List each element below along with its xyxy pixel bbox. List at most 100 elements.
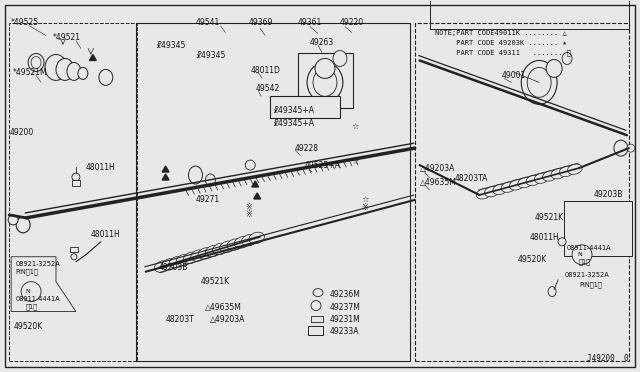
Bar xyxy=(136,23,410,361)
Ellipse shape xyxy=(245,160,255,170)
Ellipse shape xyxy=(493,184,508,195)
Text: △49203A: △49203A xyxy=(211,315,246,324)
Ellipse shape xyxy=(205,246,221,257)
Ellipse shape xyxy=(56,58,74,80)
Polygon shape xyxy=(11,257,76,311)
Text: （1）: （1） xyxy=(26,303,38,310)
Ellipse shape xyxy=(501,182,516,192)
Ellipse shape xyxy=(627,144,635,152)
Text: 49220: 49220 xyxy=(340,18,364,27)
Ellipse shape xyxy=(551,169,566,179)
Ellipse shape xyxy=(546,60,562,77)
Ellipse shape xyxy=(311,301,321,311)
Text: △49203A: △49203A xyxy=(420,164,455,173)
Ellipse shape xyxy=(518,177,532,188)
Text: ☧49345: ☧49345 xyxy=(195,51,226,60)
Text: 49203B: 49203B xyxy=(159,263,188,272)
Text: △49635M: △49635M xyxy=(420,177,456,186)
Ellipse shape xyxy=(534,173,549,183)
Text: ☆: ☆ xyxy=(361,195,369,205)
Ellipse shape xyxy=(72,173,80,181)
Ellipse shape xyxy=(307,62,343,102)
Bar xyxy=(270,96,340,118)
Text: 49237M: 49237M xyxy=(330,303,361,312)
Ellipse shape xyxy=(189,166,202,184)
Text: 08911-4441A: 08911-4441A xyxy=(567,245,612,251)
Ellipse shape xyxy=(313,289,323,296)
Ellipse shape xyxy=(543,171,557,181)
Ellipse shape xyxy=(568,164,582,174)
Text: 49233A: 49233A xyxy=(330,327,360,336)
Ellipse shape xyxy=(71,254,77,260)
Ellipse shape xyxy=(234,237,250,248)
Ellipse shape xyxy=(176,254,192,266)
Text: 48011H: 48011H xyxy=(529,233,559,242)
Bar xyxy=(311,315,323,323)
Text: 48203TA: 48203TA xyxy=(454,173,488,183)
Text: 49525+A: 49525+A xyxy=(305,161,341,170)
Text: N: N xyxy=(578,252,582,257)
Text: 49263: 49263 xyxy=(310,38,334,47)
Ellipse shape xyxy=(614,140,628,156)
Ellipse shape xyxy=(78,67,88,79)
Ellipse shape xyxy=(99,70,113,86)
Ellipse shape xyxy=(8,215,18,225)
Text: PART CODE 49203K ....... ★: PART CODE 49203K ....... ★ xyxy=(435,39,566,45)
Text: 08921-3252A: 08921-3252A xyxy=(15,261,60,267)
Text: 08921-3252A: 08921-3252A xyxy=(565,272,610,278)
Ellipse shape xyxy=(241,234,257,246)
Text: 49203B: 49203B xyxy=(594,190,623,199)
Text: PIN（1）: PIN（1） xyxy=(579,281,602,288)
Ellipse shape xyxy=(558,238,566,246)
Text: ☧49345: ☧49345 xyxy=(156,41,186,50)
Ellipse shape xyxy=(198,248,214,259)
Text: 08911-4441A: 08911-4441A xyxy=(15,296,60,302)
Text: N: N xyxy=(26,289,31,294)
Text: 48011D: 48011D xyxy=(250,66,280,75)
Text: 49271: 49271 xyxy=(195,195,220,205)
Ellipse shape xyxy=(67,62,81,80)
Ellipse shape xyxy=(162,259,177,270)
Text: *49521: *49521 xyxy=(53,33,81,42)
Ellipse shape xyxy=(28,54,44,71)
Bar xyxy=(70,247,78,252)
Ellipse shape xyxy=(249,232,264,244)
Ellipse shape xyxy=(562,52,572,64)
Bar xyxy=(308,327,323,336)
Text: NOTE;PART CODE49011K ........ △: NOTE;PART CODE49011K ........ △ xyxy=(435,30,566,36)
Ellipse shape xyxy=(191,250,206,261)
Text: ☆: ☆ xyxy=(351,158,358,167)
Text: 48203T: 48203T xyxy=(166,315,195,324)
Text: 49200: 49200 xyxy=(9,128,33,137)
Bar xyxy=(415,23,629,361)
Text: ※: ※ xyxy=(362,203,369,212)
Text: 49521K: 49521K xyxy=(534,214,563,222)
Text: ☧49345+A: ☧49345+A xyxy=(272,106,314,115)
Ellipse shape xyxy=(572,245,592,265)
Bar xyxy=(564,201,632,256)
Text: ☧49345+A: ☧49345+A xyxy=(272,119,314,128)
Ellipse shape xyxy=(169,256,184,268)
Text: 49236M: 49236M xyxy=(330,290,361,299)
Text: 48011H: 48011H xyxy=(91,230,120,239)
Ellipse shape xyxy=(521,61,557,104)
Text: 48011H: 48011H xyxy=(86,163,116,171)
Text: 49520K: 49520K xyxy=(517,255,547,264)
Text: 49228: 49228 xyxy=(295,144,319,153)
Text: *49525: *49525 xyxy=(11,18,39,27)
Text: （1）: （1） xyxy=(579,259,591,265)
Text: J49200  0: J49200 0 xyxy=(588,355,629,363)
Ellipse shape xyxy=(212,243,228,255)
Text: PART CODE 49311   ....... ※: PART CODE 49311 ....... ※ xyxy=(435,49,571,56)
Text: PIN（1）: PIN（1） xyxy=(15,268,38,275)
Text: 49542: 49542 xyxy=(255,84,280,93)
Ellipse shape xyxy=(184,252,199,263)
Ellipse shape xyxy=(315,58,335,78)
Bar xyxy=(72,180,80,186)
Ellipse shape xyxy=(484,186,499,197)
Text: *49521M: *49521M xyxy=(13,68,48,77)
Text: 49361: 49361 xyxy=(298,18,323,27)
Ellipse shape xyxy=(16,217,30,233)
Text: 49541: 49541 xyxy=(195,18,220,27)
Ellipse shape xyxy=(559,166,574,177)
